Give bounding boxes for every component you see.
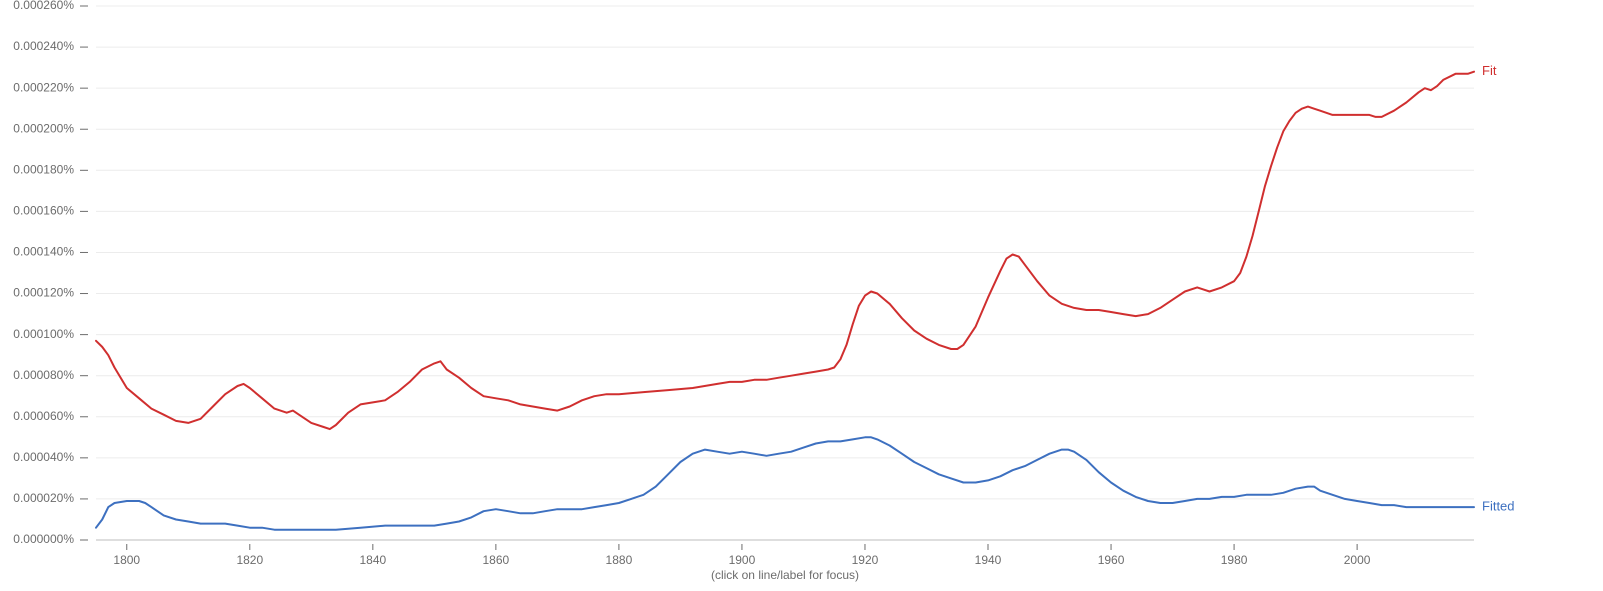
x-tick-label: 1980 <box>1221 553 1248 567</box>
y-tick: 0.000080% <box>13 368 88 382</box>
y-tick-label: 0.000120% <box>13 286 74 300</box>
x-tick: 1960 <box>1098 544 1125 567</box>
chart-caption: (click on line/label for focus) <box>711 568 859 582</box>
y-tick-label: 0.000220% <box>13 80 74 94</box>
x-tick-label: 1840 <box>359 553 386 567</box>
x-tick: 1940 <box>975 544 1002 567</box>
x-tick-label: 1820 <box>236 553 263 567</box>
x-tick: 1900 <box>729 544 756 567</box>
series-label-fitted[interactable]: Fitted <box>1482 499 1515 514</box>
y-tick-label: 0.000020% <box>13 491 74 505</box>
x-tick: 1800 <box>113 544 140 567</box>
y-tick-label: 0.000100% <box>13 327 74 341</box>
y-tick: 0.000000% <box>13 532 88 546</box>
y-tick: 0.000140% <box>13 245 88 259</box>
y-tick-label: 0.000180% <box>13 162 74 176</box>
y-tick-label: 0.000160% <box>13 204 74 218</box>
y-tick-label: 0.000140% <box>13 245 74 259</box>
y-tick-label: 0.000240% <box>13 39 74 53</box>
y-tick: 0.000100% <box>13 327 88 341</box>
x-tick-label: 2000 <box>1344 553 1371 567</box>
x-tick-label: 1900 <box>729 553 756 567</box>
y-tick: 0.000240% <box>13 39 88 53</box>
y-tick-label: 0.000000% <box>13 532 74 546</box>
y-tick-label: 0.000040% <box>13 450 74 464</box>
x-tick: 1820 <box>236 544 263 567</box>
x-tick-label: 1960 <box>1098 553 1125 567</box>
y-tick: 0.000260% <box>13 0 88 12</box>
x-tick: 1980 <box>1221 544 1248 567</box>
series-label-fit[interactable]: Fit <box>1482 63 1497 78</box>
ngram-line-chart[interactable]: 0.000000% 0.000020% 0.000040% 0.000060% 0.00… <box>0 0 1603 591</box>
y-tick: 0.000040% <box>13 450 88 464</box>
y-tick: 0.000120% <box>13 286 88 300</box>
y-tick-label: 0.000200% <box>13 121 74 135</box>
y-tick-label: 0.000260% <box>13 0 74 12</box>
x-tick: 1920 <box>852 544 879 567</box>
x-tick: 1880 <box>606 544 633 567</box>
y-tick: 0.000160% <box>13 204 88 218</box>
x-tick-label: 1920 <box>852 553 879 567</box>
y-tick: 0.000020% <box>13 491 88 505</box>
y-tick: 0.000200% <box>13 121 88 135</box>
y-tick: 0.000060% <box>13 409 88 423</box>
x-tick: 1840 <box>359 544 386 567</box>
y-tick: 0.000180% <box>13 162 88 176</box>
y-tick-label: 0.000060% <box>13 409 74 423</box>
x-tick-label: 1880 <box>606 553 633 567</box>
x-tick-label: 1860 <box>483 553 510 567</box>
x-tick: 2000 <box>1344 544 1371 567</box>
y-tick-label: 0.000080% <box>13 368 74 382</box>
x-tick-label: 1800 <box>113 553 140 567</box>
y-tick: 0.000220% <box>13 80 88 94</box>
x-tick: 1860 <box>483 544 510 567</box>
x-tick-label: 1940 <box>975 553 1002 567</box>
series-line-fitted[interactable] <box>96 437 1474 529</box>
